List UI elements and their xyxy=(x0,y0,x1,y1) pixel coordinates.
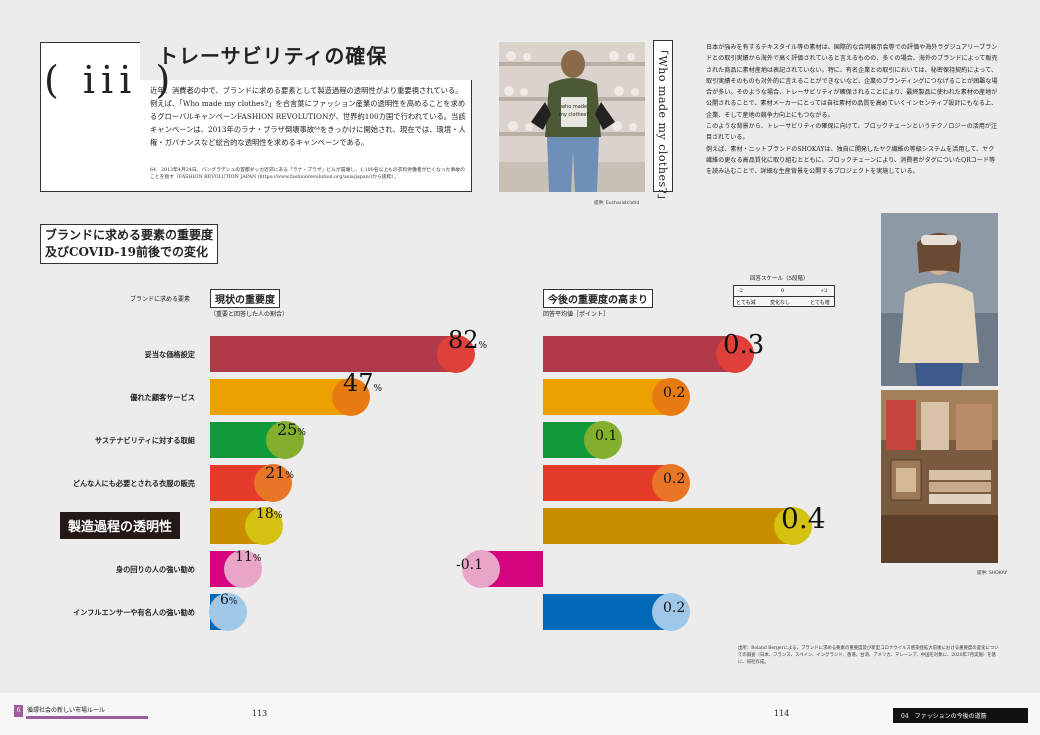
category-label: 身の回りの人の強い勧め xyxy=(115,565,195,574)
chart-title-line1: ブランドに求める要素の重要度 xyxy=(45,228,214,242)
photo2-credit: 提供: SHOKAY xyxy=(977,571,1008,576)
future-importance-marker xyxy=(462,550,500,588)
photo-knit-model xyxy=(881,213,998,386)
future-importance-value: -0.1 xyxy=(456,557,483,573)
current-importance-value: 18% xyxy=(256,506,282,522)
chart-title: ブランドに求める要素の重要度 及びCOVID-19前後での変化 xyxy=(40,224,223,268)
future-importance-value: 0.3 xyxy=(723,330,765,360)
current-importance-bar xyxy=(210,336,456,372)
future-importance-marker xyxy=(652,593,690,631)
chart-source: 出所：Roland Bergerによる、ブランドに求める要素の重要度及び新型コロ… xyxy=(738,646,999,665)
future-importance-bar xyxy=(543,379,671,415)
current-importance-value: 21% xyxy=(265,463,294,482)
current-importance-value: 25% xyxy=(277,420,306,439)
category-label: 妥当な価格設定 xyxy=(144,350,195,359)
current-importance-marker xyxy=(437,335,475,373)
current-importance-marker xyxy=(266,421,304,459)
future-importance-value: 0.2 xyxy=(663,471,686,487)
scale-title: 回答スケール（5段階） xyxy=(750,276,809,282)
category-label: 製造過程の透明性 xyxy=(60,512,181,539)
pct-unit: % xyxy=(252,554,262,564)
vertical-title-box: 「Who made my clothes?」 xyxy=(653,40,673,206)
page-number-right: 114 xyxy=(774,709,790,718)
category-label: インフルエンサーや有名人の強い勧め xyxy=(73,608,195,617)
current-importance-bar xyxy=(210,379,351,415)
current-pct-number: 11 xyxy=(235,549,253,565)
intro-paragraph: 近年、消費者の中で、ブランドに求める要素として製造過程の透明性がより重要視されて… xyxy=(150,86,466,147)
photo-shokay-store xyxy=(881,390,998,563)
future-importance-value: 0.2 xyxy=(663,600,686,616)
right-paragraph: 日本が強みを有するテキスタイル等の素材は、国際的な合同展示会等での評価や海外ラグ… xyxy=(706,44,998,176)
future-importance-value: 0.2 xyxy=(663,385,686,401)
current-importance-heading: 現状の重要度 xyxy=(210,289,280,308)
page-number-left: 113 xyxy=(252,709,268,718)
future-importance-bar xyxy=(543,465,671,501)
current-pct-number: 82 xyxy=(448,326,479,354)
category-label: 優れた顧客サービス xyxy=(130,393,195,402)
section-numeral: ( iii ) xyxy=(44,58,177,102)
current-importance-marker xyxy=(332,378,370,416)
pct-unit: % xyxy=(297,428,306,438)
chapter-label: 循環社会の新しい市場ルール xyxy=(27,707,106,714)
future-importance-marker xyxy=(652,464,690,502)
current-importance-sub: （重要と回答した人の割合） xyxy=(210,311,289,318)
section-title: トレーサビリティの確保 xyxy=(158,44,388,68)
pct-unit: % xyxy=(228,597,238,607)
vertical-title: 「Who made my clothes?」 xyxy=(656,44,669,206)
photo-who-made-my-clothes: who made my clothes? xyxy=(499,42,645,192)
current-importance-value: 6% xyxy=(220,592,237,608)
future-importance-bar xyxy=(543,336,735,372)
current-importance-marker xyxy=(224,550,262,588)
svg-text:my clothes?: my clothes? xyxy=(559,112,589,118)
section-tab-label: 04 ファッションの今後の道筋 xyxy=(893,711,1028,723)
category-label: どんな人にも必要とされる衣服の販売 xyxy=(72,479,195,488)
scale-mid-label: 変化なし xyxy=(770,300,791,306)
photo1-credit: 提供: Eucharistclotid xyxy=(594,201,640,206)
current-importance-marker xyxy=(245,507,283,545)
footnote: 64 2013年4月24日、バングラデシュの首都ダッカ近郊にある「ラナ・プラザ」… xyxy=(150,168,465,180)
future-importance-marker xyxy=(584,421,622,459)
chart-title-line2: 及びCOVID-19前後での変化 xyxy=(45,245,209,259)
pct-unit: % xyxy=(478,341,488,351)
future-importance-marker xyxy=(652,378,690,416)
scale-mid: 0 xyxy=(781,288,785,294)
future-importance-marker xyxy=(774,507,812,545)
scale-max-label: とても増 xyxy=(810,300,830,306)
current-pct-number: 18 xyxy=(256,506,274,522)
category-label: サステナビリティに対する取組 xyxy=(94,436,195,445)
future-importance-value: 0.4 xyxy=(781,502,826,535)
future-importance-heading: 今後の重要度の高まり xyxy=(543,289,653,308)
current-importance-value: 11% xyxy=(235,549,261,565)
current-pct-number: 6 xyxy=(220,592,229,608)
section-tab-line xyxy=(893,708,1028,711)
current-pct-number: 25 xyxy=(277,420,298,439)
current-pct-number: 47 xyxy=(343,369,374,397)
current-importance-value: 82% xyxy=(448,326,487,354)
future-importance-value: 0.1 xyxy=(595,428,618,444)
future-importance-sub: 回答平均値［ポイント］ xyxy=(543,311,610,318)
chapter-underline xyxy=(26,716,148,719)
future-importance-marker xyxy=(716,335,754,373)
pct-unit: % xyxy=(273,511,283,521)
pct-unit: % xyxy=(285,471,294,481)
pct-unit: % xyxy=(373,384,383,394)
chapter-badge: 6 xyxy=(14,705,23,717)
scale-min: -2 xyxy=(738,288,743,294)
future-importance-bar xyxy=(543,508,793,544)
scale-min-label: とても減 xyxy=(736,300,756,306)
current-pct-number: 21 xyxy=(265,463,286,482)
current-importance-marker xyxy=(254,464,292,502)
future-importance-bar xyxy=(543,594,671,630)
current-importance-value: 47% xyxy=(343,369,382,397)
intro-box-cutout xyxy=(140,42,480,80)
attribute-column-label: ブランドに求める要素 xyxy=(130,296,191,303)
scale-max: +2 xyxy=(820,288,828,294)
shirt-print: who made xyxy=(561,104,587,110)
footer xyxy=(0,693,1040,735)
scale-legend: -2 0 +2 とても減 変化なし とても増 xyxy=(733,285,835,307)
current-importance-marker xyxy=(209,593,247,631)
